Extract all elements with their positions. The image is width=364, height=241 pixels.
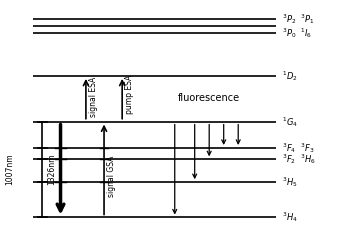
Text: signal ESA: signal ESA — [89, 76, 98, 117]
Text: fluorescence: fluorescence — [178, 93, 240, 103]
Text: $^1G_4$: $^1G_4$ — [282, 115, 298, 129]
Text: 1326nm: 1326nm — [47, 154, 56, 185]
Text: $^3P_0$  $^1I_6$: $^3P_0$ $^1I_6$ — [282, 26, 312, 40]
Text: $^1D_2$: $^1D_2$ — [282, 69, 297, 83]
Text: $^3H_5$: $^3H_5$ — [282, 175, 297, 189]
Text: $^3P_2$  $^3P_1$: $^3P_2$ $^3P_1$ — [282, 12, 314, 26]
Text: 1007nm: 1007nm — [5, 154, 14, 185]
Text: pump ESA: pump ESA — [125, 75, 134, 114]
Text: $^3H_4$: $^3H_4$ — [282, 211, 297, 224]
Text: $^3F_4$  $^3F_3$: $^3F_4$ $^3F_3$ — [282, 141, 314, 155]
Text: signal GSA: signal GSA — [107, 156, 116, 197]
Text: $^3F_2$  $^3H_6$: $^3F_2$ $^3H_6$ — [282, 152, 316, 166]
